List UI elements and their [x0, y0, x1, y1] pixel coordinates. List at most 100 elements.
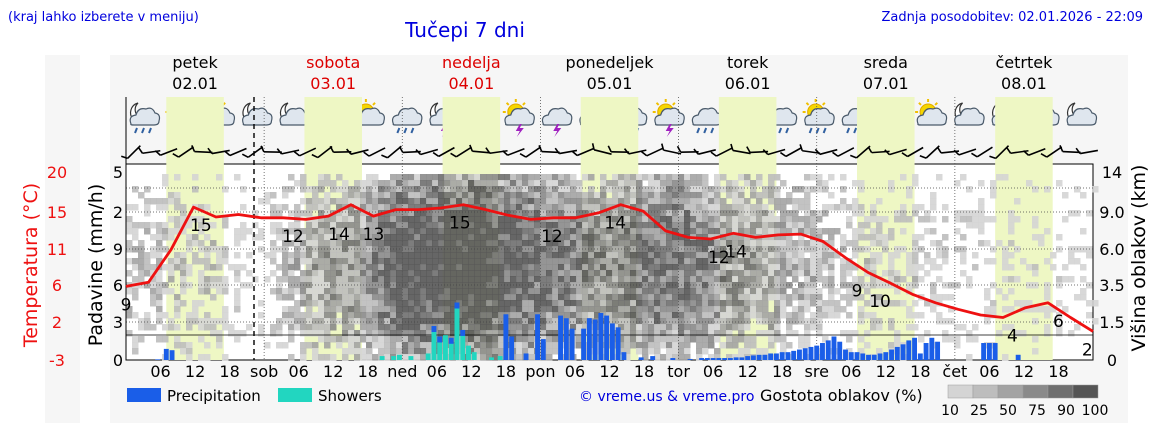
cloud-cell: [270, 252, 277, 259]
precipitation-bar: [448, 337, 454, 344]
cloud-cell: [798, 318, 805, 325]
cloud-cell: [516, 264, 523, 271]
cloud-cell: [450, 324, 457, 331]
cloud-cell: [852, 294, 859, 301]
wind-barb-staff: [593, 149, 612, 155]
cloud-cell: [528, 186, 535, 193]
cloud-cell: [156, 288, 163, 295]
cloud-cell: [354, 306, 361, 313]
cloud-cell: [900, 300, 907, 307]
cloud-cell: [636, 204, 643, 211]
cloud-cell: [204, 276, 211, 283]
cloud-cell: [954, 210, 961, 217]
cloud-cell: [396, 234, 403, 241]
cloud-cell: [438, 216, 445, 223]
cloud-cell: [672, 258, 679, 265]
cloud-cell: [426, 306, 433, 313]
cloud-cell: [306, 312, 313, 319]
cloud-cell: [564, 234, 571, 241]
cloud-cell: [420, 324, 427, 331]
precipitation-bar: [598, 312, 604, 360]
cloud-cell: [450, 276, 457, 283]
wind-barb-staff: [350, 149, 369, 155]
cloud-cell: [516, 336, 523, 343]
cloud-cell: [426, 198, 433, 205]
cloud-cell: [654, 240, 661, 247]
precipitation-bar: [825, 340, 831, 360]
cloud-cell: [420, 288, 427, 295]
cloud-cell: [870, 300, 877, 307]
cloud-cell: [618, 276, 625, 283]
cloud-cell: [618, 258, 625, 265]
cloud-cell: [354, 288, 361, 295]
cloud-cell: [720, 318, 727, 325]
cloud-cell: [318, 216, 325, 223]
temperature-label: 15: [190, 216, 212, 236]
cloud-cell: [168, 192, 175, 199]
cloud-cell: [600, 192, 607, 199]
cloud-cell: [498, 336, 505, 343]
cloud-cell: [492, 318, 499, 325]
cloud-cell: [396, 348, 403, 355]
cloud-cell: [516, 192, 523, 199]
cloud-cell: [324, 300, 331, 307]
cloud-cell: [414, 354, 421, 361]
cloud-cell: [924, 216, 931, 223]
cloud-cell: [378, 336, 385, 343]
cloud-cell: [642, 318, 649, 325]
cloud-cell: [690, 276, 697, 283]
cloud-cell: [528, 234, 535, 241]
cloud-cell: [402, 186, 409, 193]
cloud-cell: [366, 270, 373, 277]
cloud-cell: [462, 216, 469, 223]
cloud-cell: [348, 204, 355, 211]
cloud-cell: [582, 318, 589, 325]
cloud-cell: [342, 336, 349, 343]
cloud-cell: [618, 198, 625, 205]
cloud-cell: [606, 252, 613, 259]
showers-bar: [448, 343, 454, 360]
cloud-cell: [534, 198, 541, 205]
cloud-cell: [1050, 264, 1057, 271]
cloud-cell: [264, 252, 271, 259]
cloud-cell: [1008, 288, 1015, 295]
cloud-cell: [816, 258, 823, 265]
cloud-cell: [498, 342, 505, 349]
temperature-label: 12: [282, 227, 304, 247]
cloud-cell: [318, 210, 325, 217]
cloud-cell: [744, 288, 751, 295]
cloud-cell: [546, 288, 553, 295]
wind-barb-flag: [398, 146, 404, 153]
cloud-cell: [342, 300, 349, 307]
cloud-cell: [468, 258, 475, 265]
cloud-cell: [228, 330, 235, 337]
cloud-cell: [408, 198, 415, 205]
cloud-height-tick: 6.0: [1099, 240, 1124, 259]
cloud-cell: [384, 324, 391, 331]
cloud-cell: [1062, 192, 1069, 199]
cloud-cell: [600, 300, 607, 307]
cloud-density-level: 50: [999, 403, 1017, 419]
cloud-cell: [996, 330, 1003, 337]
cloud-cell: [720, 312, 727, 319]
cloud-cell: [570, 240, 577, 247]
cloud-cell: [1044, 186, 1051, 193]
cloud-cell: [1002, 252, 1009, 259]
temperature-label: 12: [541, 227, 563, 247]
cloud-cell: [372, 198, 379, 205]
cloud-cell: [780, 258, 787, 265]
location-hint[interactable]: (kraj lahko izberete v meniju): [8, 10, 199, 25]
cloud-cell: [468, 276, 475, 283]
cloud-cell: [594, 192, 601, 199]
cloud-cell: [570, 276, 577, 283]
cloud-cell: [474, 354, 481, 361]
cloud-cell: [702, 270, 709, 277]
cloud-cell: [636, 276, 643, 283]
cloud-cell: [138, 252, 145, 259]
cloud-cell: [642, 174, 649, 181]
cloud-cell: [618, 270, 625, 277]
cloud-cell: [372, 300, 379, 307]
credit-link[interactable]: © vreme.us & vreme.pro: [579, 389, 754, 405]
cloud-cell: [312, 294, 319, 301]
cloud-cell: [144, 318, 151, 325]
